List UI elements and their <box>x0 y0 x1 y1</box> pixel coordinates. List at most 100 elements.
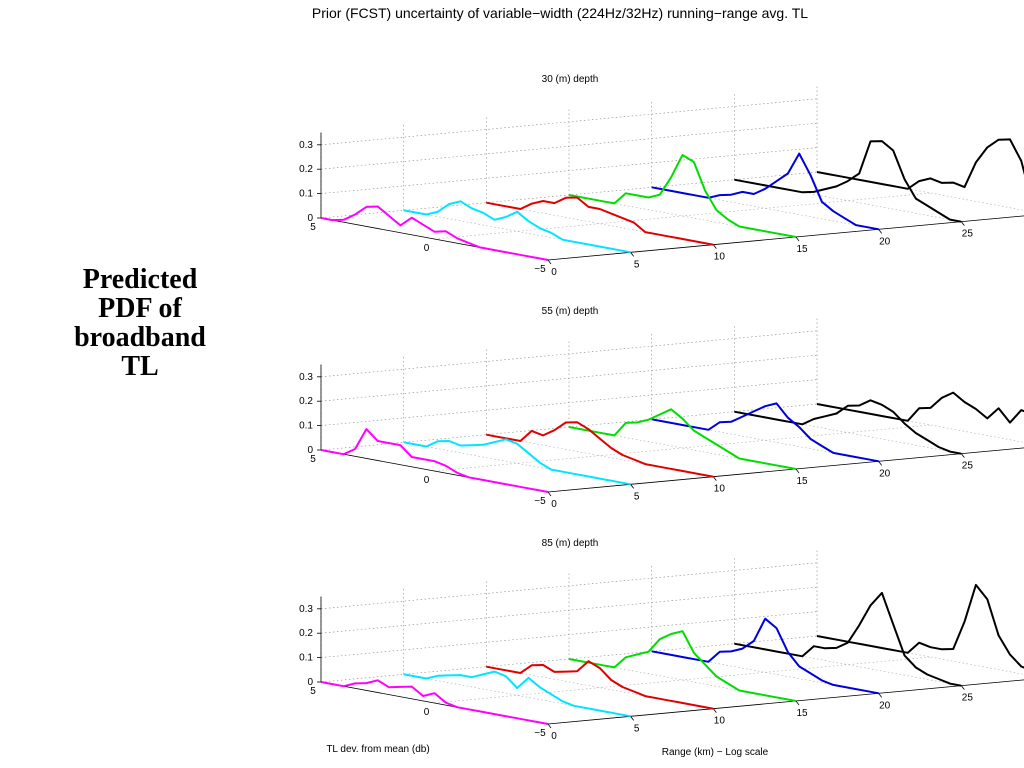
range-tick-label: 20 <box>879 236 891 247</box>
series-line-range-25 <box>734 591 962 687</box>
range-tick <box>547 723 552 729</box>
range-tick <box>961 685 965 690</box>
range-tick-label: 10 <box>714 484 726 495</box>
range-tick-label: 15 <box>796 244 808 255</box>
range-tick <box>713 708 717 713</box>
tl-axis-label: TL dev. from mean (db) <box>326 744 429 755</box>
range-tick <box>713 476 717 481</box>
range-tick-label: 0 <box>551 267 557 278</box>
z-tick-label: 0.3 <box>299 604 313 615</box>
series-line-range-20 <box>651 617 879 695</box>
range-tick-label: 10 <box>714 716 726 727</box>
tl-tick-label: 5 <box>310 686 316 697</box>
series-line-range-5 <box>403 670 631 718</box>
series-line-range-0 <box>320 205 549 261</box>
side-label-line-4: TL <box>121 351 159 382</box>
z-tick-label: 0 <box>307 213 313 224</box>
series-line-range-5 <box>403 438 631 486</box>
z-tick-label: 0.3 <box>299 372 313 383</box>
series-line-range-5 <box>403 200 631 254</box>
side-label-line-2: PDF of <box>98 293 182 324</box>
panel-3: 85 (m) depth00.10.20.350−5051015202530TL… <box>299 538 1024 758</box>
tl-tick-label: 5 <box>310 222 316 233</box>
series-line-range-10 <box>486 660 714 710</box>
grid-line <box>734 643 962 686</box>
z-tick-label: 0.2 <box>299 164 313 175</box>
range-tick <box>961 453 965 458</box>
z-tick-label: 0.2 <box>299 628 313 639</box>
tl-tick-label: 0 <box>424 707 430 718</box>
side-label-line-3: broadband <box>74 322 206 353</box>
range-tick-label: 0 <box>551 499 557 510</box>
tl-tick-label: 5 <box>310 454 316 465</box>
z-tick-label: 0.1 <box>299 421 313 432</box>
range-tick <box>795 236 800 242</box>
range-tick <box>713 244 717 249</box>
range-tick <box>630 484 634 489</box>
range-tick <box>547 491 552 497</box>
range-tick <box>878 461 882 466</box>
grid-line <box>434 192 931 240</box>
side-label-line-1: Predicted <box>82 264 198 295</box>
panel-title: 30 (m) depth <box>542 74 599 85</box>
series-line-range-0 <box>320 428 549 493</box>
z-tick-label: 0.2 <box>299 396 313 407</box>
series-line-range-30 <box>816 583 1024 669</box>
figure-title: Prior (FCST) uncertainty of variable−wid… <box>311 5 809 21</box>
range-axis-label: Range (km) − Log scale <box>662 747 769 758</box>
range-tick <box>795 700 800 706</box>
range-tick-label: 20 <box>879 700 891 711</box>
series-line-range-15 <box>568 408 797 470</box>
z-tick-label: 0 <box>307 677 313 688</box>
series-line-range-30 <box>816 138 1024 190</box>
range-tick-label: 0 <box>551 731 557 742</box>
grid-line <box>816 635 1024 675</box>
series-line-range-30 <box>816 391 1024 424</box>
range-tick-label: 25 <box>962 229 974 240</box>
range-tick <box>630 716 634 721</box>
z-tick-label: 0.3 <box>299 140 313 151</box>
grid-line <box>734 411 962 454</box>
panel-title: 85 (m) depth <box>542 538 599 549</box>
grid-line <box>434 424 931 472</box>
series-line-range-20 <box>651 152 879 231</box>
range-tick-label: 5 <box>634 259 640 270</box>
z-tick-label: 0.1 <box>299 653 313 664</box>
series-line-range-10 <box>486 421 714 478</box>
grid-line <box>816 171 1024 211</box>
panel-title: 55 (m) depth <box>542 306 599 317</box>
range-tick-label: 25 <box>962 461 974 472</box>
series-line-range-15 <box>568 630 797 702</box>
tl-tick-label: 0 <box>424 475 430 486</box>
range-tick <box>878 693 882 698</box>
range-tick-label: 25 <box>962 693 974 704</box>
range-tick <box>547 259 552 265</box>
series-line-range-25 <box>734 399 962 455</box>
range-tick-label: 20 <box>879 468 891 479</box>
tl-tick-label: 0 <box>424 243 430 254</box>
range-tick <box>630 252 634 257</box>
range-tick-label: 5 <box>634 491 640 502</box>
grid-line <box>734 179 962 222</box>
grid-line <box>651 187 879 230</box>
range-tick <box>795 468 800 474</box>
z-tick-label: 0.1 <box>299 189 313 200</box>
series-line-range-10 <box>486 196 714 246</box>
side-label: Predicted PDF of broadband TL <box>50 265 230 381</box>
series-line-range-0 <box>320 679 549 725</box>
grid-line <box>816 403 1024 443</box>
z-tick-label: 0 <box>307 445 313 456</box>
tl-tick-label: −5 <box>534 496 546 507</box>
tl-tick-label: −5 <box>534 728 546 739</box>
tl-tick-label: −5 <box>534 264 546 275</box>
range-tick-label: 5 <box>634 723 640 734</box>
range-tick-label: 15 <box>796 708 808 719</box>
series-line-range-15 <box>568 154 797 238</box>
range-tick-label: 10 <box>714 252 726 263</box>
range-tick <box>878 229 882 234</box>
range-tick-label: 15 <box>796 476 808 487</box>
range-tick <box>961 221 965 226</box>
